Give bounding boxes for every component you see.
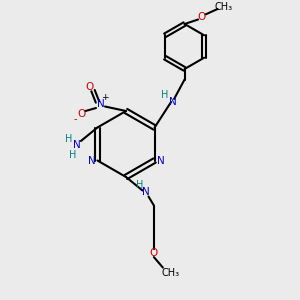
Text: N: N [74, 140, 81, 150]
Text: H: H [69, 149, 76, 160]
Text: CH₃: CH₃ [214, 2, 232, 12]
Text: CH₃: CH₃ [161, 268, 179, 278]
Text: O: O [77, 109, 85, 119]
Text: H: H [161, 90, 168, 100]
Text: O: O [150, 248, 158, 258]
Text: N: N [169, 97, 176, 107]
Text: +: + [101, 93, 109, 102]
Text: O: O [86, 82, 94, 92]
Text: N: N [142, 187, 150, 197]
Text: -: - [74, 114, 77, 124]
Text: N: N [157, 155, 164, 166]
Text: N: N [88, 155, 95, 166]
Text: H: H [64, 134, 72, 145]
Text: H: H [136, 179, 144, 190]
Text: O: O [197, 11, 205, 22]
Text: N: N [97, 99, 104, 109]
